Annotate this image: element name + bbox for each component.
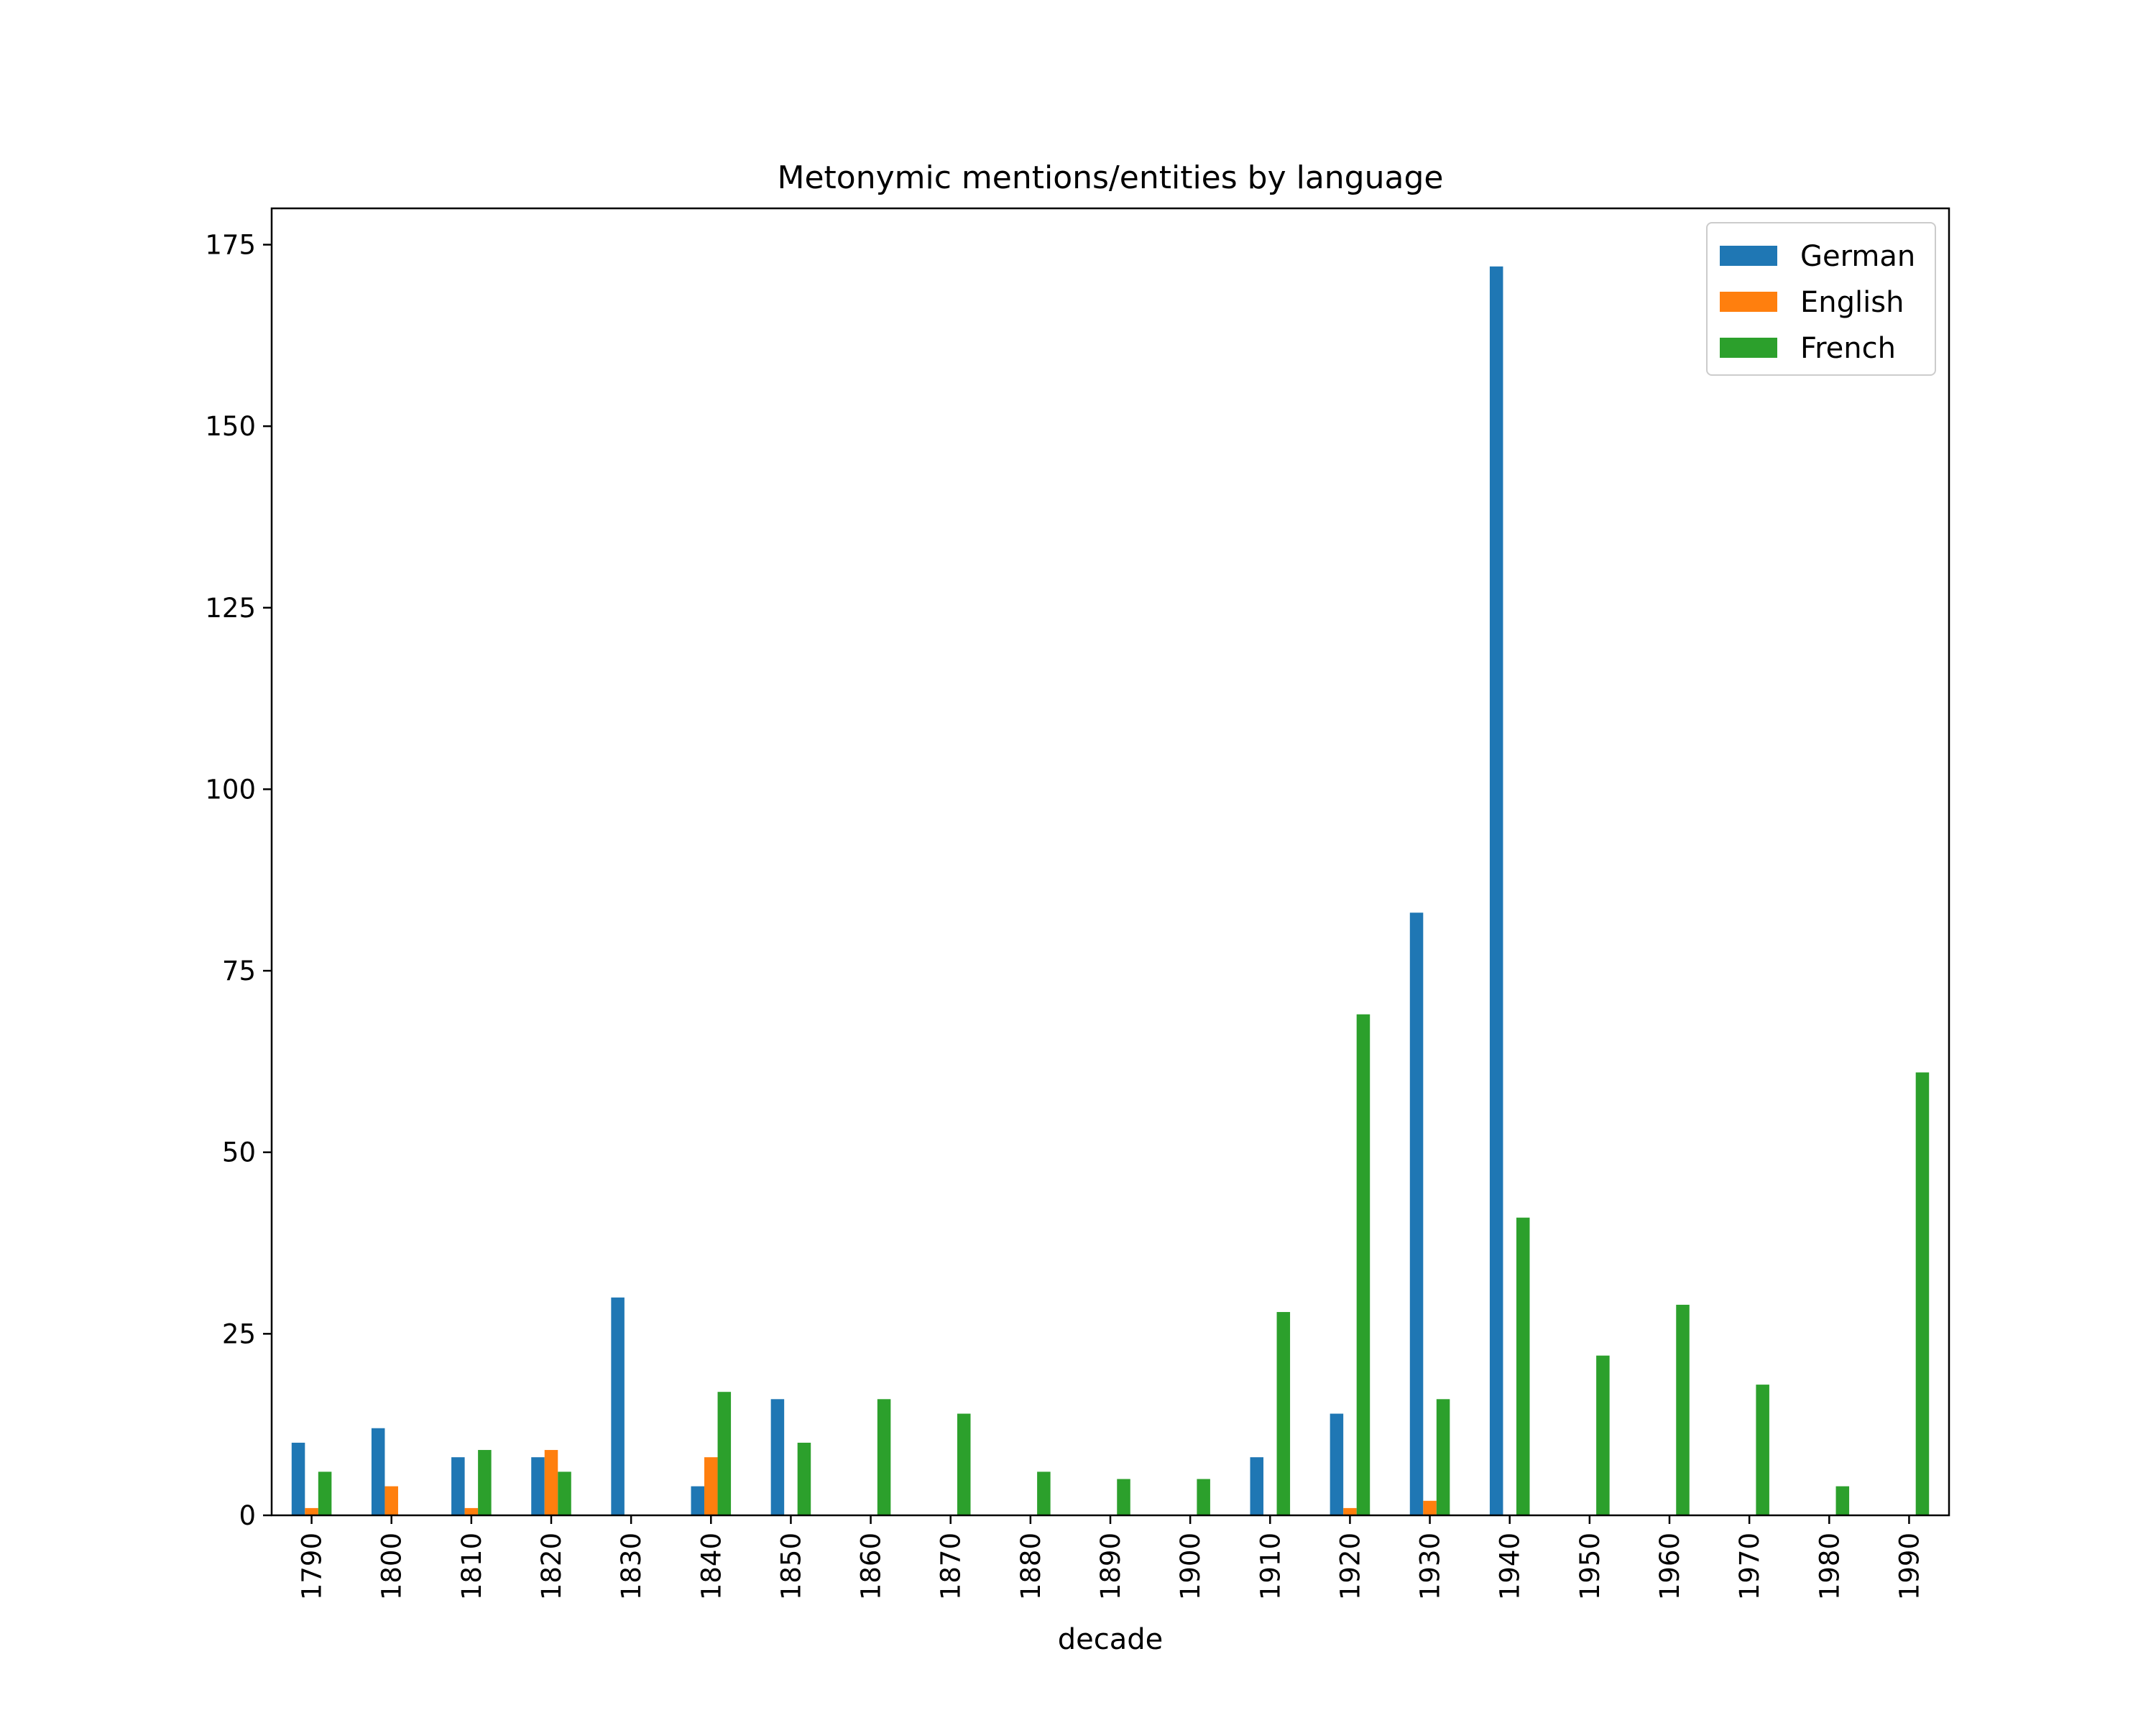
bar-english-1790	[305, 1507, 318, 1515]
axes-layer: 0 25 50 75 100 125 150 175 1790 1800 1810 1820 1830 1…	[205, 207, 1950, 1600]
x-tick-label-1910: 1910	[1255, 1533, 1286, 1600]
bars-layer	[291, 266, 1930, 1516]
y-tick-label: 50	[222, 1137, 256, 1168]
x-tick-label-1810: 1810	[456, 1533, 487, 1600]
bar-english-1800	[384, 1486, 398, 1515]
y-tick-label: 150	[205, 411, 256, 442]
x-tick-label-1840: 1840	[696, 1533, 727, 1600]
y-tick-label: 75	[222, 956, 256, 987]
x-tick-label-1880: 1880	[1015, 1533, 1046, 1600]
bar-german-1790	[291, 1442, 305, 1515]
y-tick-label: 175	[205, 230, 256, 261]
x-tick-label-1990: 1990	[1894, 1533, 1925, 1600]
bar-german-1800	[371, 1428, 385, 1515]
bar-german-1840	[691, 1486, 705, 1515]
x-tick-label-1830: 1830	[616, 1533, 647, 1600]
x-tick-label-1980: 1980	[1814, 1533, 1845, 1600]
bar-german-1830	[611, 1297, 625, 1515]
x-tick-label-1860: 1860	[856, 1533, 887, 1600]
y-tick-label: 0	[239, 1500, 256, 1531]
y-tick-label: 25	[222, 1318, 256, 1349]
x-tick-label-1790: 1790	[297, 1533, 328, 1600]
chart-title: Metonymic mentions/entities by language	[778, 160, 1444, 196]
bar-french-1860	[877, 1399, 891, 1515]
bar-french-1960	[1676, 1304, 1690, 1515]
legend-swatch-french	[1720, 338, 1777, 358]
x-tick-label-1930: 1930	[1415, 1533, 1446, 1600]
x-tick-label-1850: 1850	[775, 1533, 806, 1600]
bar-french-1900	[1197, 1479, 1210, 1515]
bar-german-1930	[1409, 912, 1424, 1515]
bar-french-1940	[1516, 1217, 1530, 1515]
bar-german-1910	[1250, 1457, 1264, 1515]
x-tick-label-1890: 1890	[1095, 1533, 1126, 1600]
bar-german-1920	[1330, 1413, 1344, 1515]
bar-french-1980	[1835, 1486, 1850, 1515]
x-tick-label-1970: 1970	[1734, 1533, 1765, 1600]
bar-french-1820	[558, 1471, 571, 1515]
bar-english-1920	[1343, 1507, 1357, 1515]
bar-german-1850	[770, 1399, 785, 1515]
bar-french-1890	[1117, 1479, 1130, 1515]
legend-swatch-english	[1720, 292, 1777, 312]
bar-french-1910	[1276, 1312, 1291, 1515]
x-tick-label-1950: 1950	[1575, 1533, 1606, 1600]
legend-label-english: English	[1800, 286, 1904, 319]
bar-french-1790	[318, 1471, 332, 1515]
bar-french-1870	[957, 1413, 971, 1515]
bar-french-1840	[717, 1392, 732, 1515]
bar-french-1990	[1915, 1072, 1930, 1515]
legend-swatch-german	[1720, 246, 1777, 266]
bar-english-1820	[544, 1450, 558, 1515]
x-tick-label-1900: 1900	[1175, 1533, 1206, 1600]
bar-french-1930	[1436, 1399, 1450, 1515]
bar-french-1810	[478, 1450, 492, 1515]
x-tick-label-1920: 1920	[1335, 1533, 1365, 1600]
x-tick-label-1820: 1820	[536, 1533, 567, 1600]
x-tick-label-1960: 1960	[1654, 1533, 1685, 1600]
y-tick-label: 125	[205, 593, 256, 624]
y-tick-label: 100	[205, 774, 256, 805]
legend-label-french: French	[1800, 332, 1896, 365]
x-axis-label: decade	[1058, 1623, 1164, 1656]
bar-french-1880	[1037, 1471, 1051, 1515]
x-tick-label-1800: 1800	[377, 1533, 407, 1600]
bar-french-1850	[797, 1442, 811, 1515]
bar-french-1920	[1356, 1014, 1370, 1515]
bar-english-1810	[464, 1507, 479, 1515]
bar-french-1970	[1756, 1385, 1769, 1515]
bar-french-1950	[1596, 1355, 1610, 1515]
legend-label-german: German	[1800, 240, 1915, 273]
bar-english-1840	[704, 1457, 718, 1515]
bar-german-1810	[451, 1457, 465, 1515]
x-tick-label-1940: 1940	[1495, 1533, 1526, 1600]
bar-german-1940	[1489, 266, 1503, 1516]
bar-english-1930	[1423, 1500, 1437, 1515]
legend: German English French	[1706, 222, 1936, 376]
x-tick-label-1870: 1870	[936, 1533, 967, 1600]
bar-german-1820	[531, 1457, 545, 1515]
